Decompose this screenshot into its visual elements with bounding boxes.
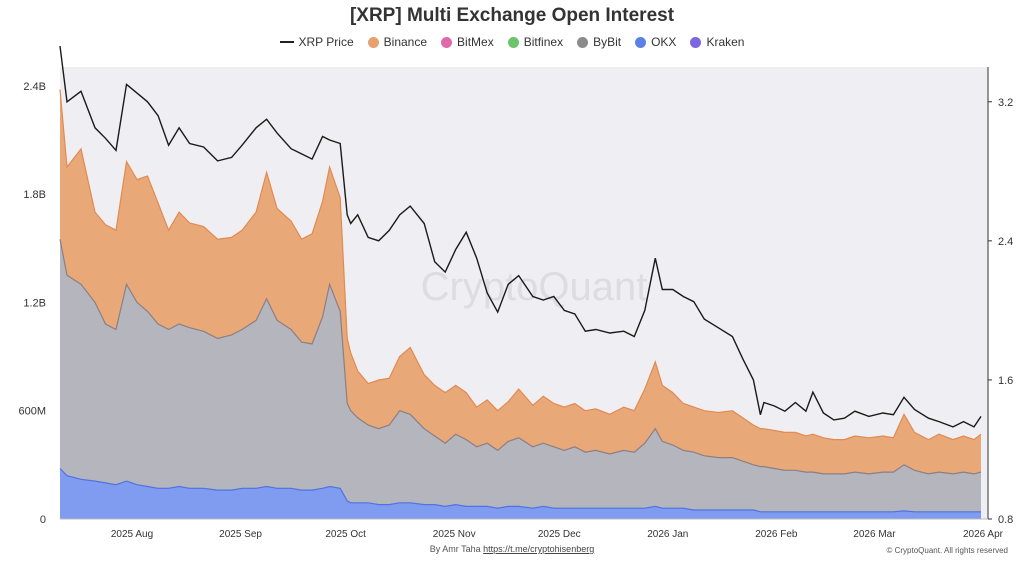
legend-label: Kraken	[706, 35, 745, 49]
chart-legend: XRP Price Binance BitMex Bitfinex ByBit OKX Kr…	[0, 35, 1024, 49]
x-tick-label: 2025 Aug	[111, 529, 153, 540]
chart-footer: By Amr Taha https://t.me/cryptohisenberg	[0, 544, 1024, 554]
y-right-tick-label: 2.4	[998, 236, 1013, 248]
legend-label: XRP Price	[298, 35, 354, 49]
legend-swatch	[690, 36, 702, 48]
legend-label: ByBit	[593, 35, 622, 49]
x-tick-label: 2025 Sep	[219, 529, 262, 540]
area-okx	[60, 468, 981, 519]
y-right-tick-label: 0.8	[998, 514, 1013, 526]
price-line	[59, 46, 982, 428]
legend-label: OKX	[651, 35, 677, 49]
chart-title: [XRP] Multi Exchange Open Interest	[349, 5, 675, 26]
legend-item[interactable]: XRP Price	[279, 35, 354, 49]
legend-swatch	[635, 36, 647, 48]
legend-item[interactable]: Bitfinex	[507, 35, 564, 49]
area-edge-binance	[59, 89, 982, 441]
legend-label: Binance	[383, 35, 428, 49]
area-edge-bybit	[59, 239, 982, 475]
legend-item[interactable]: ByBit	[577, 35, 621, 49]
y-left-tick-label: 1.8B	[23, 189, 46, 201]
legend-label: BitMex	[457, 35, 494, 49]
y-right-tick-label: 3.2	[998, 97, 1013, 109]
legend-swatch	[279, 41, 294, 43]
footer-author: By Amr Taha	[429, 544, 481, 554]
x-tick-label: 2025 Dec	[538, 529, 581, 540]
x-tick-label: 2025 Nov	[433, 529, 476, 540]
copyright-notice: © CryptoQuant. All rights reserved	[886, 546, 1009, 555]
legend-swatch	[507, 36, 519, 48]
y-left-tick-label: 2.4B	[23, 81, 46, 93]
area-bybit	[60, 239, 981, 519]
footer-link[interactable]: https://t.me/cryptohisenberg	[483, 544, 595, 554]
x-tick-label: 2025 Oct	[325, 529, 366, 540]
x-tick-label: 2026 Apr	[963, 529, 1004, 540]
x-tick-label: 2026 Feb	[755, 529, 798, 540]
y-left-tick-label: 600M	[18, 406, 46, 418]
legend-item[interactable]: OKX	[635, 35, 676, 49]
x-tick-label: 2026 Mar	[853, 529, 896, 540]
legend-item[interactable]: BitMex	[441, 35, 494, 49]
area-edge-okx	[59, 468, 981, 513]
y-right-tick-label: 1.6	[998, 375, 1013, 387]
legend-swatch	[441, 36, 453, 48]
x-tick-label: 2026 Jan	[647, 529, 688, 540]
y-left-tick-label: 1.2B	[23, 297, 46, 309]
watermark: CryptoQuant	[421, 265, 648, 309]
legend-swatch	[367, 36, 379, 48]
legend-swatch	[577, 36, 589, 48]
legend-item[interactable]: Kraken	[690, 35, 744, 49]
y-left-tick-label: 0	[40, 514, 46, 526]
legend-item[interactable]: Binance	[367, 35, 428, 49]
legend-label: Bitfinex	[523, 35, 564, 49]
